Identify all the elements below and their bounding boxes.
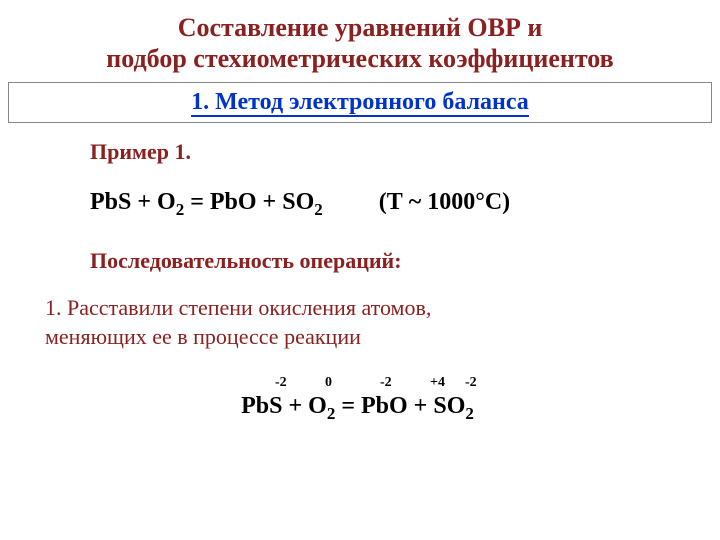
- feq-part0: PbS + O: [241, 393, 327, 419]
- final-equation-block: -2 0 -2 +4 -2 PbS + O2 = PbO + SO2: [45, 375, 670, 424]
- slide-title-container: Составление уравнений ОВР и подбор стехи…: [0, 0, 720, 78]
- subtitle-box: 1. Метод электронного баланса: [8, 82, 712, 123]
- example-label: Пример 1.: [90, 139, 670, 165]
- eq1-sub3: 2: [314, 200, 323, 219]
- ox-state-4: -2: [465, 375, 477, 391]
- feq-sub3: 2: [465, 404, 474, 423]
- eq1-part2: = PbO + SO: [184, 189, 314, 215]
- final-equation-formula: PbS + O2 = PbO + SO2: [45, 393, 670, 424]
- equation-1-formula: PbS + O2 = PbO + SO2: [90, 189, 323, 220]
- sequence-label: Последовательность операций:: [90, 248, 670, 274]
- step-1-text: 1. Расставили степени окисления атомов, …: [45, 294, 670, 351]
- feq-part2: = PbO + SO: [335, 393, 465, 419]
- content-area: Пример 1. PbS + O2 = PbO + SO2 (Т ~ 1000…: [0, 123, 720, 424]
- slide-title-line1: Составление уравнений ОВР и: [20, 12, 700, 43]
- eq1-sub1: 2: [176, 200, 185, 219]
- method-subtitle: 1. Метод электронного баланса: [191, 89, 529, 117]
- ox-state-1: 0: [325, 375, 332, 391]
- oxidation-states-row: -2 0 -2 +4 -2: [45, 375, 670, 393]
- ox-state-3: +4: [430, 375, 445, 391]
- ox-state-2: -2: [380, 375, 392, 391]
- step1-line2: меняющих ее в процессе реакции: [45, 323, 670, 352]
- eq1-part0: PbS + O: [90, 189, 176, 215]
- ox-state-0: -2: [275, 375, 287, 391]
- step1-line1: 1. Расставили степени окисления атомов,: [45, 294, 670, 323]
- slide-title-line2: подбор стехиометрических коэффициентов: [20, 43, 700, 74]
- temperature-note: (Т ~ 1000°С): [379, 189, 510, 216]
- equation-1: PbS + O2 = PbO + SO2 (Т ~ 1000°С): [90, 189, 670, 220]
